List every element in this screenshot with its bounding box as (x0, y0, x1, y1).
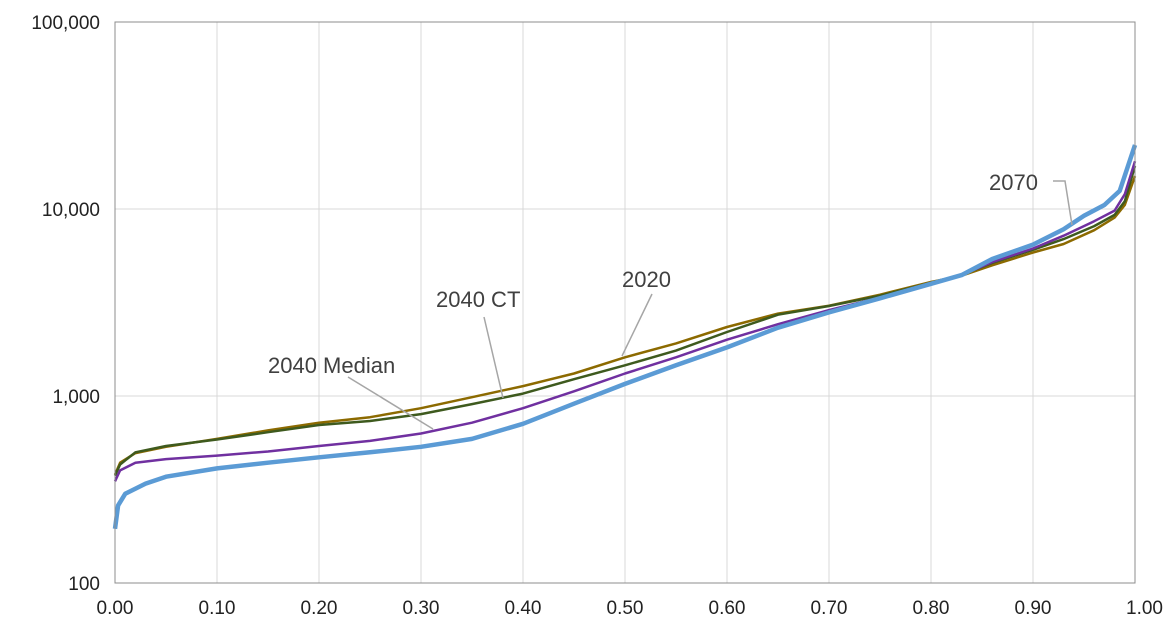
x-tick-label: 0.20 (301, 598, 338, 619)
x-tick-label: 0.10 (199, 598, 236, 619)
x-tick-label: 0.70 (811, 598, 848, 619)
series-line-2070 (112, 144, 1138, 530)
x-axis: 0.00 0.10 0.20 0.30 0.40 0.50 0.60 0.70 … (97, 598, 1163, 619)
y-tick-label: 1,000 (52, 387, 100, 408)
x-tick-label: 0.60 (709, 598, 746, 619)
series-line-2040-ct (113, 165, 1137, 477)
x-tick-label: 0.00 (97, 598, 134, 619)
series-group (112, 144, 1138, 530)
x-tick-label: 0.40 (505, 598, 542, 619)
annotation-leader-2070 (1053, 180, 1073, 226)
y-tick-label: 100 (68, 574, 100, 595)
x-tick-label: 0.50 (607, 598, 644, 619)
y-tick-label: 100,000 (31, 13, 100, 34)
y-axis: 100 1,000 10,000 100,000 (31, 13, 100, 595)
x-tick-label: 0.30 (403, 598, 440, 619)
annotation-leader-2040-ct (483, 316, 504, 399)
grid (115, 22, 1135, 583)
y-tick-label: 10,000 (42, 200, 100, 221)
annotation-leader-2020 (621, 293, 653, 357)
x-tick-label: 0.80 (913, 598, 950, 619)
annotation-2070: 2070 (989, 170, 1038, 195)
series-line-2040-median (113, 160, 1137, 482)
annotation-2020: 2020 (622, 267, 671, 292)
annotation-leader-2040-median (347, 376, 434, 430)
x-tick-label: 0.90 (1015, 598, 1052, 619)
x-tick-label: 1.00 (1126, 598, 1163, 619)
annotation-2040-ct: 2040 CT (436, 287, 520, 312)
plot-area-border (114, 21, 1136, 584)
annotations: 2020 2040 CT 2040 Median 2070 (268, 170, 1073, 430)
annotation-2040-median: 2040 Median (268, 353, 395, 378)
